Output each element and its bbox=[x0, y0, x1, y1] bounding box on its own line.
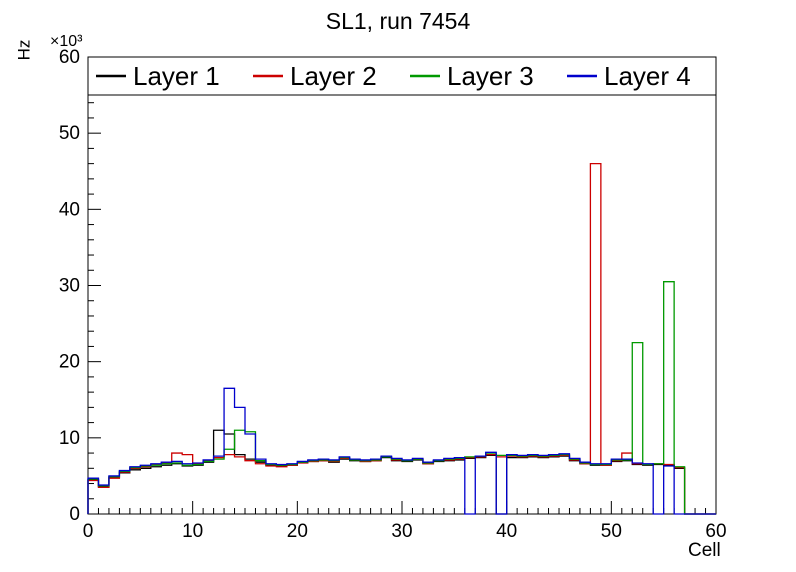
series-layer-4 bbox=[87, 387, 716, 515]
y-tick-label: 50 bbox=[59, 123, 80, 144]
y-axis: 0 10 20 30 40 50 60 bbox=[59, 47, 101, 525]
x-tick-label: 40 bbox=[496, 521, 517, 542]
x-tick-label: 30 bbox=[391, 521, 412, 542]
legend-entry-layer-1: Layer 1 bbox=[96, 61, 220, 91]
x-tick-label: 20 bbox=[287, 521, 308, 542]
y-tick-label: 60 bbox=[59, 47, 80, 68]
plot-frame bbox=[87, 56, 717, 515]
y-tick-label: 30 bbox=[59, 276, 80, 297]
plot-title: SL1, run 7454 bbox=[325, 8, 471, 34]
y-tick-label: 40 bbox=[59, 199, 80, 220]
x-tick-label: 50 bbox=[601, 521, 622, 542]
legend-box bbox=[87, 56, 717, 96]
y-tick-label: 20 bbox=[59, 352, 80, 373]
series-layer-2 bbox=[87, 162, 716, 515]
y-axis-exponent: ×10³ bbox=[50, 33, 83, 50]
legend-label: Layer 2 bbox=[290, 61, 377, 91]
legend: Layer 1 Layer 2 Layer 3 Layer 4 bbox=[87, 56, 717, 96]
series-layer-3 bbox=[87, 281, 716, 515]
legend-entry-layer-3: Layer 3 bbox=[410, 61, 534, 91]
legend-entry-layer-2: Layer 2 bbox=[253, 61, 377, 91]
y-tick-label: 10 bbox=[59, 428, 80, 449]
x-tick-label: 60 bbox=[705, 521, 726, 542]
x-axis: 0 10 20 30 40 50 60 bbox=[83, 501, 727, 542]
legend-label: Layer 1 bbox=[133, 61, 220, 91]
legend-label: Layer 3 bbox=[447, 61, 534, 91]
x-tick-label: 0 bbox=[83, 521, 94, 542]
legend-entry-layer-4: Layer 4 bbox=[567, 61, 691, 91]
x-tick-label: 10 bbox=[182, 521, 203, 542]
legend-label: Layer 4 bbox=[604, 61, 691, 91]
x-axis-label: Cell bbox=[688, 540, 721, 561]
y-tick-label: 0 bbox=[69, 504, 80, 525]
